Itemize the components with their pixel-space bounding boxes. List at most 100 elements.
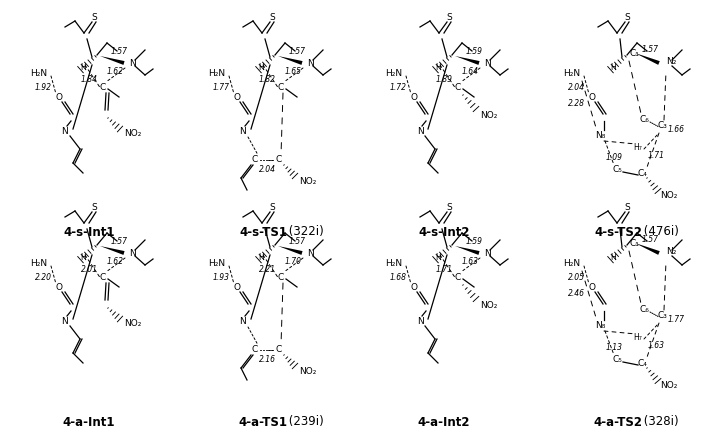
Text: 4-a-Int1: 4-a-Int1 bbox=[63, 416, 116, 429]
Text: O: O bbox=[588, 92, 595, 102]
Polygon shape bbox=[100, 56, 125, 65]
Text: C: C bbox=[455, 273, 461, 281]
Text: N: N bbox=[416, 127, 424, 136]
Polygon shape bbox=[635, 243, 660, 255]
Text: H₂N: H₂N bbox=[563, 69, 580, 78]
Text: 1.59: 1.59 bbox=[466, 46, 483, 55]
Text: 2.46: 2.46 bbox=[568, 289, 585, 297]
Text: H: H bbox=[258, 63, 264, 73]
Text: 2.05: 2.05 bbox=[568, 273, 585, 282]
Text: 1.57: 1.57 bbox=[642, 45, 659, 54]
Text: 4-s-TS2: 4-s-TS2 bbox=[594, 226, 642, 239]
Text: H₂N: H₂N bbox=[563, 259, 580, 268]
Text: NO₂: NO₂ bbox=[480, 111, 498, 120]
Text: O: O bbox=[411, 282, 418, 292]
Text: N: N bbox=[129, 248, 135, 257]
Text: (476i): (476i) bbox=[640, 226, 679, 239]
Text: C: C bbox=[100, 83, 106, 91]
Text: S: S bbox=[624, 202, 630, 211]
Text: H₂N: H₂N bbox=[31, 69, 48, 78]
Text: O: O bbox=[411, 92, 418, 102]
Text: 1.71: 1.71 bbox=[436, 265, 453, 274]
Text: H: H bbox=[80, 63, 86, 73]
Text: H: H bbox=[435, 253, 441, 263]
Text: H₇: H₇ bbox=[634, 333, 642, 342]
Text: C₅: C₅ bbox=[612, 165, 622, 174]
Text: 1.57: 1.57 bbox=[642, 235, 659, 244]
Text: 2.28: 2.28 bbox=[568, 99, 585, 107]
Text: 1.66: 1.66 bbox=[667, 125, 684, 135]
Text: 2.20: 2.20 bbox=[34, 273, 51, 282]
Text: 1.09: 1.09 bbox=[605, 153, 622, 161]
Text: C: C bbox=[278, 83, 284, 91]
Polygon shape bbox=[278, 246, 302, 255]
Text: 1.63: 1.63 bbox=[647, 340, 665, 350]
Text: S: S bbox=[269, 12, 275, 21]
Text: 1.62: 1.62 bbox=[106, 257, 123, 267]
Text: N: N bbox=[240, 127, 247, 136]
Polygon shape bbox=[455, 246, 480, 255]
Text: 1.59: 1.59 bbox=[466, 236, 483, 245]
Text: C₅: C₅ bbox=[612, 355, 622, 364]
Text: N₂: N₂ bbox=[666, 58, 677, 66]
Text: N: N bbox=[307, 58, 314, 67]
Text: C₄: C₄ bbox=[637, 359, 647, 368]
Text: 2.21: 2.21 bbox=[259, 265, 275, 274]
Text: O: O bbox=[233, 92, 240, 102]
Text: 1.82: 1.82 bbox=[259, 75, 275, 84]
Text: 1.65: 1.65 bbox=[284, 67, 302, 77]
Text: N₂: N₂ bbox=[666, 248, 677, 256]
Polygon shape bbox=[455, 56, 480, 65]
Text: 1.71: 1.71 bbox=[647, 150, 665, 160]
Text: 1.84: 1.84 bbox=[81, 75, 98, 84]
Text: C: C bbox=[455, 83, 461, 91]
Text: NO₂: NO₂ bbox=[480, 301, 498, 310]
Text: 1.89: 1.89 bbox=[436, 75, 453, 84]
Text: C₆: C₆ bbox=[639, 306, 649, 314]
Text: S: S bbox=[269, 202, 275, 211]
Text: N: N bbox=[129, 58, 135, 67]
Text: C₁: C₁ bbox=[630, 49, 640, 58]
Text: 1.57: 1.57 bbox=[111, 46, 128, 55]
Text: S: S bbox=[91, 12, 97, 21]
Text: H: H bbox=[80, 253, 86, 263]
Text: NO₂: NO₂ bbox=[660, 381, 677, 391]
Text: C: C bbox=[276, 346, 282, 355]
Text: H₂N: H₂N bbox=[31, 259, 48, 268]
Text: NO₂: NO₂ bbox=[124, 318, 141, 327]
Text: H: H bbox=[435, 63, 441, 73]
Text: NO₂: NO₂ bbox=[299, 178, 317, 186]
Text: C: C bbox=[252, 156, 258, 165]
Text: 1.57: 1.57 bbox=[111, 236, 128, 245]
Text: N: N bbox=[61, 317, 68, 326]
Text: S: S bbox=[446, 12, 452, 21]
Text: 2.04: 2.04 bbox=[259, 165, 275, 174]
Text: H: H bbox=[610, 253, 616, 263]
Polygon shape bbox=[635, 53, 660, 65]
Text: N: N bbox=[240, 317, 247, 326]
Text: 1.13: 1.13 bbox=[605, 343, 622, 351]
Text: C: C bbox=[276, 156, 282, 165]
Text: 1.57: 1.57 bbox=[289, 236, 305, 245]
Text: 4-a-TS2: 4-a-TS2 bbox=[593, 416, 642, 429]
Text: 1.57: 1.57 bbox=[289, 46, 305, 55]
Text: N: N bbox=[416, 317, 424, 326]
Text: O: O bbox=[233, 282, 240, 292]
Text: N₈: N₈ bbox=[595, 131, 605, 140]
Text: C: C bbox=[278, 273, 284, 281]
Text: 1.62: 1.62 bbox=[106, 67, 123, 77]
Text: 2.04: 2.04 bbox=[568, 83, 585, 92]
Text: 4-s-Int2: 4-s-Int2 bbox=[419, 226, 470, 239]
Text: H₂N: H₂N bbox=[386, 259, 403, 268]
Text: 1.63: 1.63 bbox=[461, 257, 478, 267]
Text: N: N bbox=[307, 248, 314, 257]
Text: H: H bbox=[610, 63, 616, 73]
Text: NO₂: NO₂ bbox=[124, 128, 141, 137]
Text: H₂N: H₂N bbox=[386, 69, 403, 78]
Text: NO₂: NO₂ bbox=[660, 191, 677, 201]
Text: 1.93: 1.93 bbox=[212, 273, 230, 282]
Text: O: O bbox=[56, 92, 63, 102]
Text: (239i): (239i) bbox=[285, 416, 324, 429]
Text: 2.01: 2.01 bbox=[81, 265, 98, 274]
Text: (322i): (322i) bbox=[285, 226, 324, 239]
